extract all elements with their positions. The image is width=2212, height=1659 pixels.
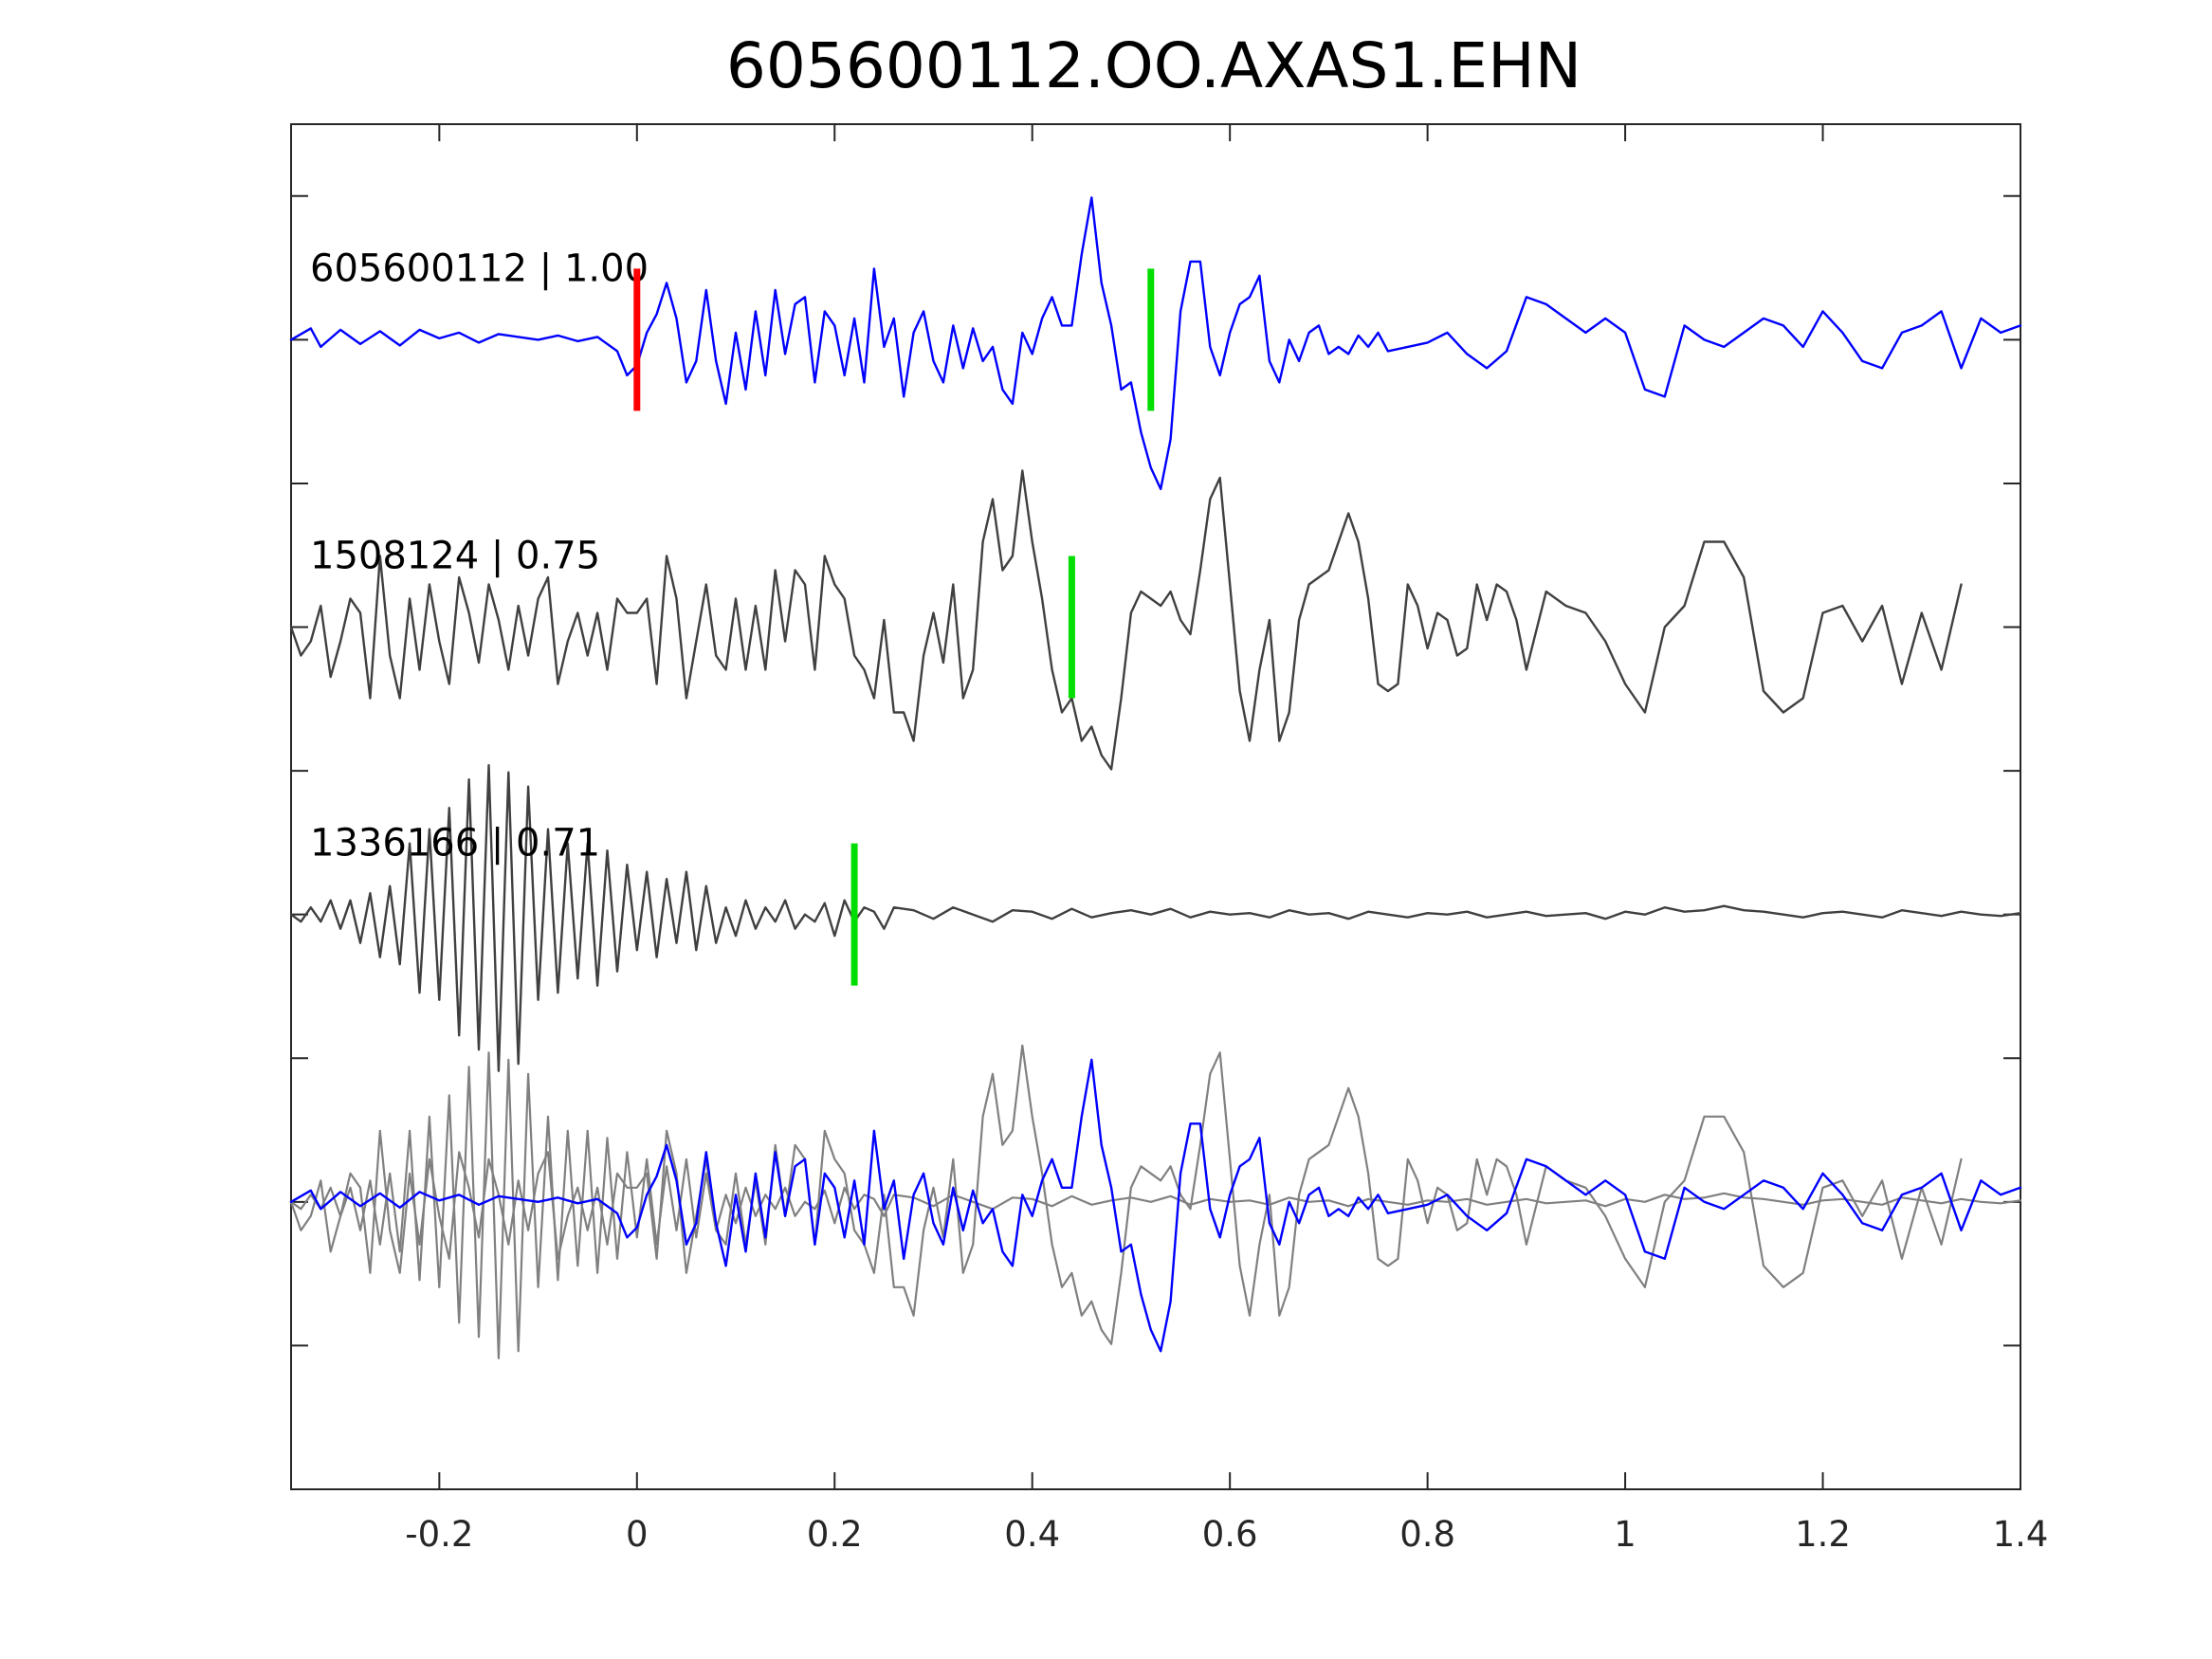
overlay-trace-3 <box>289 1051 2022 1359</box>
x-tick-label: 0.4 <box>1004 1514 1060 1555</box>
x-tick-label: -0.2 <box>405 1514 473 1555</box>
x-tick-label: 1 <box>1614 1514 1636 1555</box>
x-tick-label: 1.2 <box>1795 1514 1851 1555</box>
axis-ticks: -0.2 0 0.2 0.4 0.6 0.8 1 1.2 1.4 <box>291 124 2048 1555</box>
x-tick-label: 1.4 <box>1993 1514 2049 1555</box>
x-tick-label: 0.8 <box>1399 1514 1455 1555</box>
overlay-trace-1 <box>289 1058 2022 1353</box>
trace-group <box>289 196 2022 1359</box>
trace-label-2: 1508124 | 0.75 <box>310 535 600 578</box>
overlay-trace-2 <box>289 1044 1963 1345</box>
x-tick-label: 0.2 <box>807 1514 863 1555</box>
x-tick-label: 0 <box>626 1514 649 1555</box>
trace-line-2 <box>289 469 1963 771</box>
trace-label-3: 1336166 | 0.71 <box>310 822 600 866</box>
phase-picks <box>633 268 1155 986</box>
chart-title: 605600112.OO.AXAS1.EHN <box>726 29 1581 102</box>
trace-labels: 605600112 | 1.00 1508124 | 0.75 1336166 | … <box>310 246 649 865</box>
axes-frame <box>290 123 2021 1490</box>
trace-line-3 <box>289 764 2022 1072</box>
x-tick-label: 0.6 <box>1202 1514 1258 1555</box>
trace-line-1 <box>289 196 2022 491</box>
trace-label-1: 605600112 | 1.00 <box>310 246 649 290</box>
